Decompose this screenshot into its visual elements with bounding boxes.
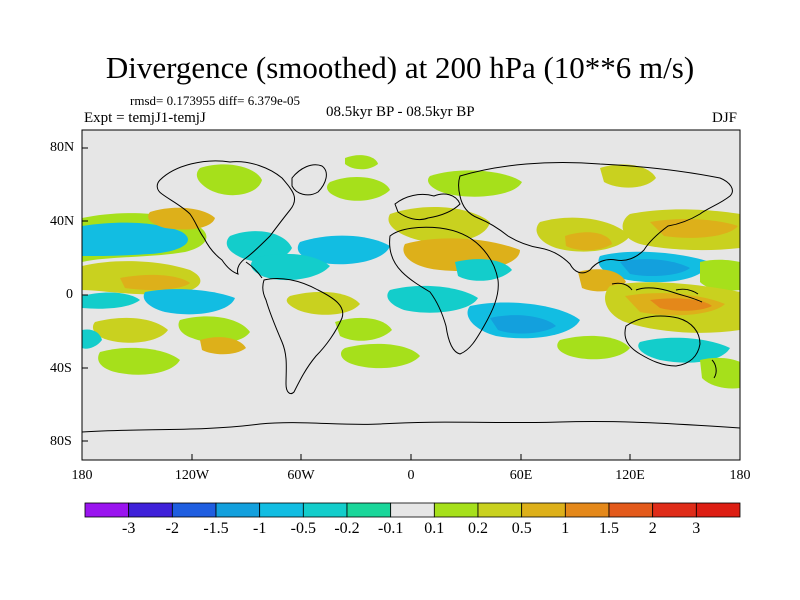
field-region-ep-div [700, 259, 740, 291]
field-region-sp-div [92, 317, 168, 343]
new-zealand-coast [711, 359, 717, 379]
colorbar-label: -2 [165, 520, 179, 537]
lat-label-eq: 0 [66, 287, 73, 302]
field-region-asia-div-2 [565, 232, 612, 251]
field-region-satl-div-2 [340, 343, 420, 369]
field-region-aus-conv [638, 337, 730, 363]
field-region-carib-conv [250, 253, 330, 281]
lon-label-120w: 120W [174, 468, 210, 483]
field-region-wp-conv-2 [620, 259, 690, 276]
colorbar-label: 1 [561, 520, 570, 537]
colorbar-swatch [390, 502, 435, 518]
north-america-coast [156, 160, 295, 275]
greenland-coast [291, 164, 327, 196]
field-region-tas-div [700, 357, 740, 389]
field-region-cp-div-2 [120, 274, 190, 291]
australia-coast [624, 315, 701, 367]
lat-label-40n: 40N [50, 214, 75, 229]
colorbar [84, 502, 741, 518]
colorbar-swatch [302, 502, 348, 518]
lon-label-60e: 60E [509, 468, 533, 483]
colorbar-label: 3 [692, 520, 701, 537]
field-region-mc-div-3 [650, 298, 712, 311]
field-region-afr-conv [455, 259, 512, 281]
colorbar-swatch [433, 502, 479, 518]
south-america-coast [262, 277, 344, 395]
stats-line: rmsd= 0.173955 diff= 6.379e-05 [130, 93, 301, 108]
field-region-arctic-div [345, 155, 378, 170]
colorbar-swatch [259, 502, 304, 518]
colorbar-label: -3 [122, 520, 136, 537]
lon-label-180w: 180 [71, 468, 93, 483]
field-region-sp-div-2 [98, 347, 180, 375]
tick-marks [82, 147, 631, 460]
field-region-sio-div [557, 335, 630, 360]
field-region-cp-conv [82, 292, 140, 309]
colorbar-label: -1.5 [203, 520, 229, 537]
field-region-io-conv-2 [490, 315, 556, 334]
lat-label-40s: 40S [50, 361, 72, 376]
colorbar-label: 0.1 [424, 520, 445, 537]
colorbar-swatch [84, 502, 130, 518]
divergence-field [82, 155, 740, 389]
field-region-eur-div [388, 207, 490, 243]
lon-label-0: 0 [407, 468, 415, 483]
experiment-line: Expt = temjJ1-temjJ [84, 110, 206, 126]
field-region-siberia-div [600, 164, 656, 188]
colorbar-swatch [564, 502, 610, 518]
colorbar-swatch [346, 502, 392, 518]
colorbar-swatch [608, 502, 654, 518]
field-region-atl-conv [297, 235, 390, 265]
field-region-natl-div [327, 176, 390, 201]
colorbar-label: 2 [648, 520, 657, 537]
lon-label-180e: 180 [729, 468, 751, 483]
colorbar-label: -0.5 [290, 520, 316, 537]
lon-label-120e: 120E [615, 468, 645, 483]
colorbar-swatch [171, 502, 217, 518]
field-region-eurasia-div [428, 170, 522, 197]
colorbar-swatch [695, 502, 741, 518]
period-line: 08.5kyr BP - 08.5kyr BP [326, 104, 475, 120]
central-america-coast [245, 261, 263, 279]
colorbar-label: -1 [253, 520, 267, 537]
colorbar-label: 0.5 [511, 520, 532, 537]
colorbar-swatch [652, 502, 697, 518]
europe-coast [394, 193, 461, 221]
colorbar-label: 0.2 [468, 520, 488, 537]
colorbar-swatch [128, 502, 173, 518]
field-region-tp-conv [143, 289, 235, 315]
field-region-sp-div-3 [178, 316, 250, 343]
field-region-satl-div [335, 317, 392, 341]
field-region-sp-conv [82, 329, 102, 349]
colorbar-swatch [215, 502, 261, 518]
field-region-sp-div-4 [200, 337, 246, 355]
colorbar-label: -0.2 [334, 520, 360, 537]
field-region-atl-trop-conv [387, 285, 478, 313]
colorbar-label: 1.5 [599, 520, 619, 537]
plot-title: Divergence (smoothed) at 200 hPa (10**6 … [105, 50, 695, 85]
antarctica-coast [82, 420, 740, 433]
field-region-np-conv [82, 222, 188, 256]
field-region-alaska [196, 164, 262, 196]
asia-coast [458, 162, 733, 274]
field-region-nwp-div-2 [650, 219, 738, 238]
lat-label-80s: 80S [50, 434, 72, 449]
colorbar-swatch [521, 502, 566, 518]
season-label: DJF [712, 110, 738, 126]
coastlines [82, 160, 740, 433]
lat-label-80n: 80N [50, 140, 75, 155]
colorbar-label: -0.1 [378, 520, 404, 537]
colorbar-swatch [477, 502, 523, 518]
africa-coast [389, 226, 499, 355]
lon-label-60w: 60W [287, 468, 315, 483]
maritime-continent-coast [611, 282, 703, 303]
field-region-np-div-2 [148, 207, 215, 230]
